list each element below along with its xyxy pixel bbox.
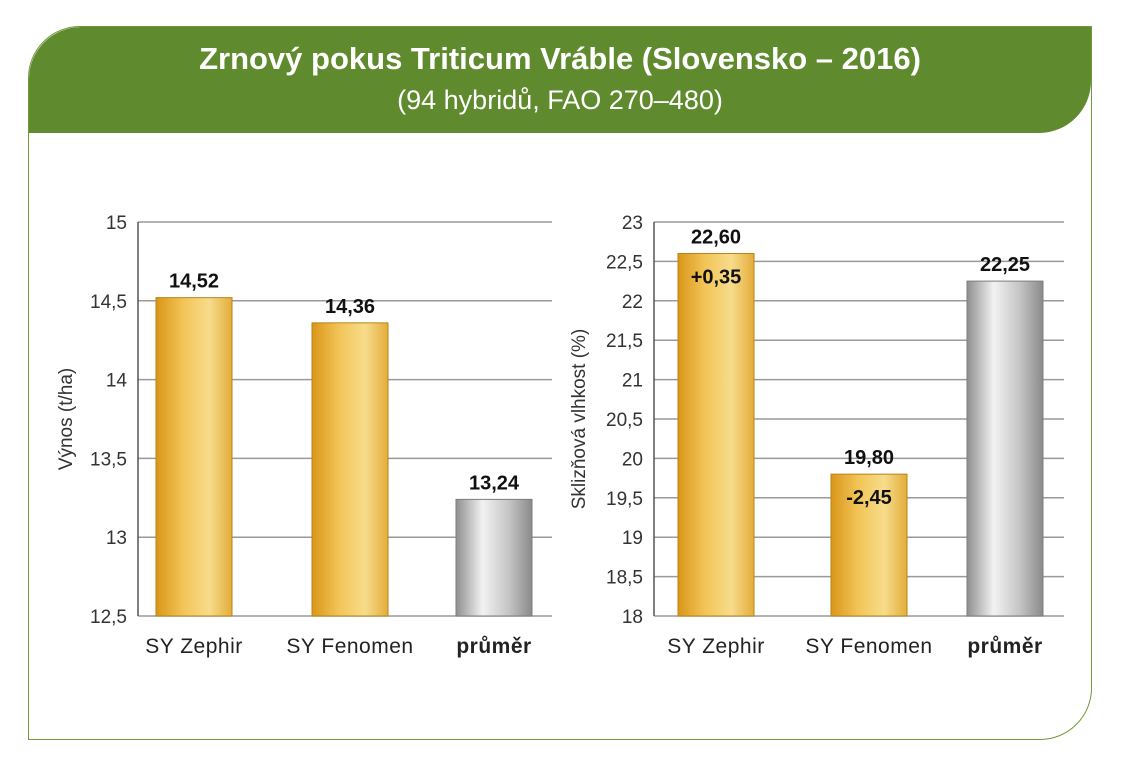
y-tick-label: 13 <box>106 528 127 549</box>
data-label: 22,25 <box>980 254 1030 276</box>
data-label: 22,60 <box>691 227 741 249</box>
chart-title: Zrnový pokus Triticum Vráble (Slovensko … <box>199 41 921 76</box>
chart-1: 12,5 13 13,5 14 14,5 15 Výnos (t/ha) 14,52 SY Ze… <box>56 213 552 658</box>
chart-subtitle: (94 hybridů, FAO 270–480) <box>397 85 723 115</box>
bar-sy-zephir <box>155 297 233 617</box>
difference-label: +0,35 <box>691 267 742 289</box>
y-tick-label: 12,5 <box>90 607 127 628</box>
y-tick-label: 20 <box>622 449 643 470</box>
difference-label: -2,45 <box>846 487 892 509</box>
x-tick-label: SY Fenomen <box>805 635 932 658</box>
y-tick-label: 13,5 <box>90 449 127 470</box>
y-axis-label: Výnos (t/ha) <box>56 368 77 470</box>
bar-průměr <box>966 280 1044 617</box>
y-tick-label: 23 <box>622 213 643 234</box>
bar-průměr <box>455 498 533 617</box>
y-tick-label: 14,5 <box>90 292 127 313</box>
y-tick-label: 14 <box>106 371 128 392</box>
bar-sy-fenomen <box>311 322 389 617</box>
bar-sy-fenomen <box>830 473 908 617</box>
x-tick-label: SY Zephir <box>145 635 243 658</box>
data-label: 14,52 <box>169 271 219 293</box>
x-tick-label: SY Fenomen <box>286 635 413 658</box>
y-tick-label: 18 <box>622 607 643 628</box>
y-tick-label: 20,5 <box>606 410 643 431</box>
data-label: 14,36 <box>325 296 375 318</box>
chart-2: 18 18,5 19 19,5 20 20,5 21 21,5 22 22,5 23 Sklizňov… <box>569 213 1064 658</box>
x-tick-label: průměr <box>967 635 1042 658</box>
y-tick-label: 19,5 <box>606 489 643 510</box>
y-tick-label: 22,5 <box>606 252 643 273</box>
data-label: 19,80 <box>844 447 894 469</box>
y-axis-label: Sklizňová vlhkost (%) <box>569 329 590 510</box>
y-tick-label: 22 <box>622 292 643 313</box>
y-tick-label: 19 <box>622 528 643 549</box>
data-label: 13,24 <box>469 472 520 494</box>
header-banner: Zrnový pokus Triticum Vráble (Slovensko … <box>29 27 1091 133</box>
y-tick-label: 21 <box>622 371 643 392</box>
bar-sy-zephir <box>677 253 755 617</box>
x-tick-label: průměr <box>456 635 531 658</box>
x-tick-label: SY Zephir <box>667 635 765 658</box>
y-tick-label: 18,5 <box>606 568 643 589</box>
y-tick-label: 15 <box>106 213 127 234</box>
y-tick-label: 21,5 <box>606 331 643 352</box>
